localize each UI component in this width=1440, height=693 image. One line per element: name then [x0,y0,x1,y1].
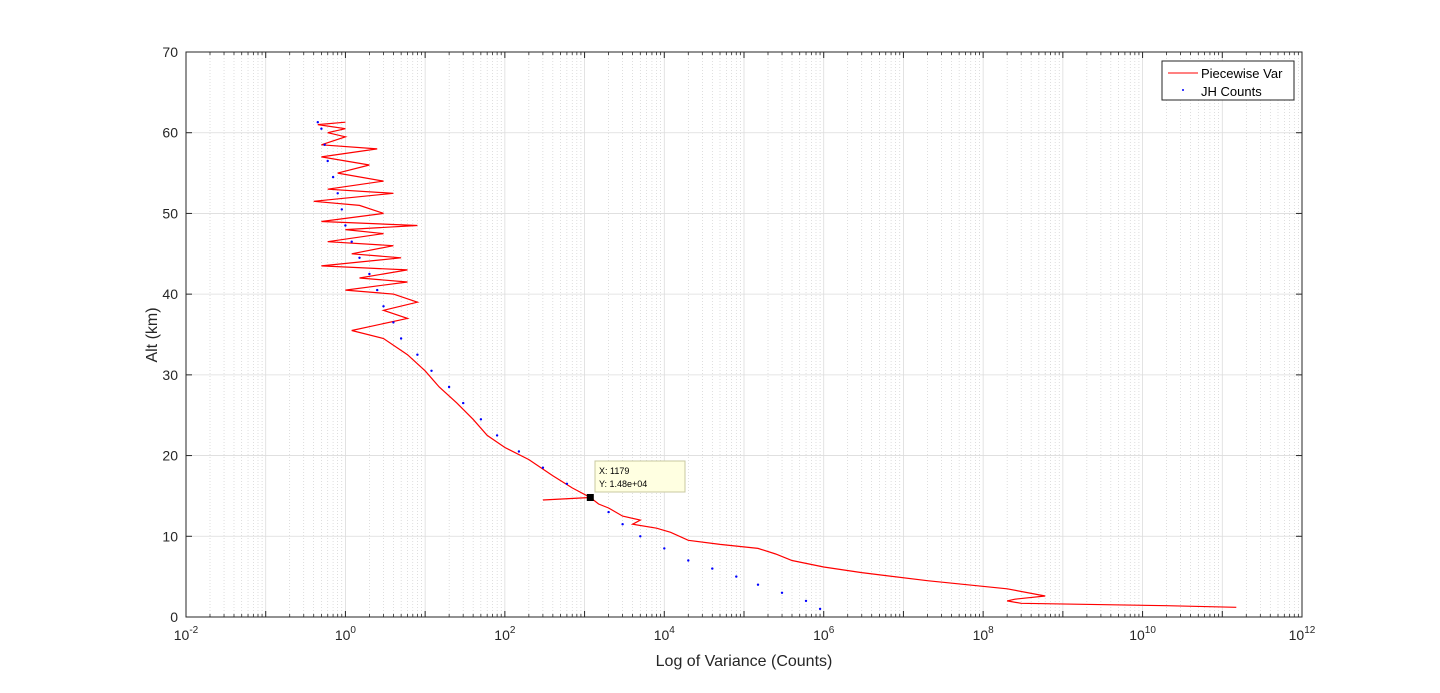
datatip-box [594,460,686,493]
data-point-jh-counts [344,224,347,227]
data-point-jh-counts [517,450,521,453]
data-point-jh-counts [818,607,822,611]
x-tick-label: 1010 [1129,625,1156,643]
data-point-jh-counts [639,535,642,538]
series-line-piecewise-var [313,121,1237,608]
data-point-jh-counts [756,583,760,586]
data-point-jh-counts [479,418,483,421]
data-point-jh-counts [462,401,465,405]
y-axis-label: Alt (km) [144,307,161,362]
data-point-jh-counts [340,208,343,211]
data-point-jh-counts [399,337,403,340]
data-point-jh-counts [447,385,451,389]
y-tick-label: 50 [162,205,178,221]
legend-label-piecewise-var: Piecewise Var [1201,66,1283,81]
data-point-jh-counts [430,369,433,372]
data-point-jh-counts [350,240,353,243]
data-point-jh-counts [320,127,323,130]
y-tick-label: 0 [170,609,178,625]
data-point-jh-counts [376,288,379,292]
datatip-marker[interactable] [586,494,594,501]
datatip-y-text: Y: 1.48e+04 [599,479,647,489]
y-tick-label: 20 [162,448,178,464]
legend: Piecewise Var JH Counts [1161,60,1295,101]
y-tick-label: 30 [162,367,178,383]
data-point-jh-counts [565,482,569,485]
data-point-jh-counts [495,434,499,437]
data-point-jh-counts [382,305,385,308]
data-point-jh-counts [621,523,624,526]
data-point-jh-counts [711,567,714,570]
y-tick-label: 70 [162,44,178,60]
data-point-jh-counts [392,321,395,324]
y-tick-label: 40 [162,286,178,302]
legend-box [1161,60,1295,101]
data-point-jh-counts [368,272,371,276]
y-tick-label: 60 [162,125,178,141]
data-point-jh-counts [687,559,690,562]
data-point-jh-counts [326,159,329,163]
x-tick-label: 100 [335,625,357,643]
data-point-jh-counts [336,192,339,195]
legend-swatch-jh-counts [1182,89,1184,91]
data-point-jh-counts [780,591,784,594]
axis-ticks [185,51,1303,618]
x-tick-label: 102 [494,625,516,643]
minor-grid [209,52,1299,617]
x-axis-label: Log of Variance (Counts) [656,653,833,670]
x-tick-label: 104 [654,625,676,643]
y-tick-label: 10 [162,528,178,544]
data-point-jh-counts [316,121,319,124]
data-point-jh-counts [331,175,335,179]
x-tick-label: 1012 [1289,625,1316,643]
data-point-jh-counts [416,353,419,356]
data-point-jh-counts [804,599,808,603]
data-point-jh-counts [663,547,666,550]
data-point-jh-counts [358,256,361,259]
x-tick-labels: 10-2 100 102 104 106 108 1010 1012 [174,625,1316,643]
data-point-jh-counts [735,575,738,578]
y-tick-labels: 0 10 20 30 40 50 60 70 [162,44,178,625]
data-point-jh-counts [607,510,610,514]
legend-label-jh-counts: JH Counts [1201,84,1262,99]
x-tick-label: 10-2 [174,625,199,643]
x-tick-label: 106 [813,625,835,643]
data-point-jh-counts [541,466,545,469]
data-point-jh-counts [323,143,326,146]
datatip[interactable]: X: 1179 Y: 1.48e+04 [586,460,686,501]
datatip-x-text: X: 1179 [599,466,629,476]
x-tick-label: 108 [973,625,995,643]
